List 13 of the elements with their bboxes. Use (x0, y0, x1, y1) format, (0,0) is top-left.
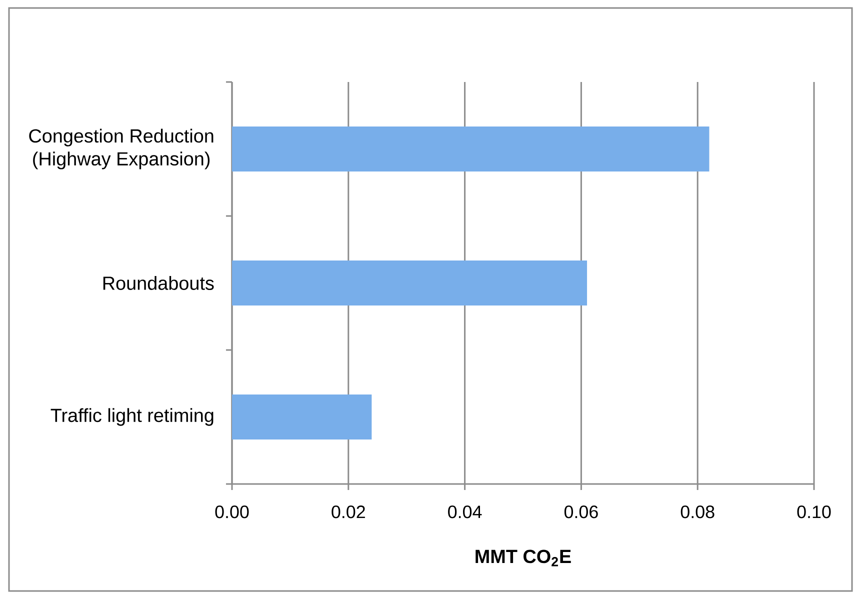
x-tick-label: 0.04 (448, 506, 482, 518)
x-tick-label: 0.06 (564, 506, 598, 518)
x-axis-title: MMT CO$_{2}$E (476, 550, 571, 566)
bar (232, 394, 372, 440)
y-tick-label: Roundabouts (103, 276, 214, 290)
bar (232, 126, 710, 172)
y-tick-label: Traffic light retiming (50, 408, 214, 426)
y-tick-label: Congestion Reduction (Highway Expansion) (29, 128, 214, 170)
bar (232, 260, 588, 306)
x-tick-label: 0.10 (797, 506, 831, 518)
x-tick-label: 0.00 (215, 506, 249, 518)
x-tick-label: 0.02 (332, 506, 365, 518)
x-tick-label: 0.08 (680, 506, 714, 518)
